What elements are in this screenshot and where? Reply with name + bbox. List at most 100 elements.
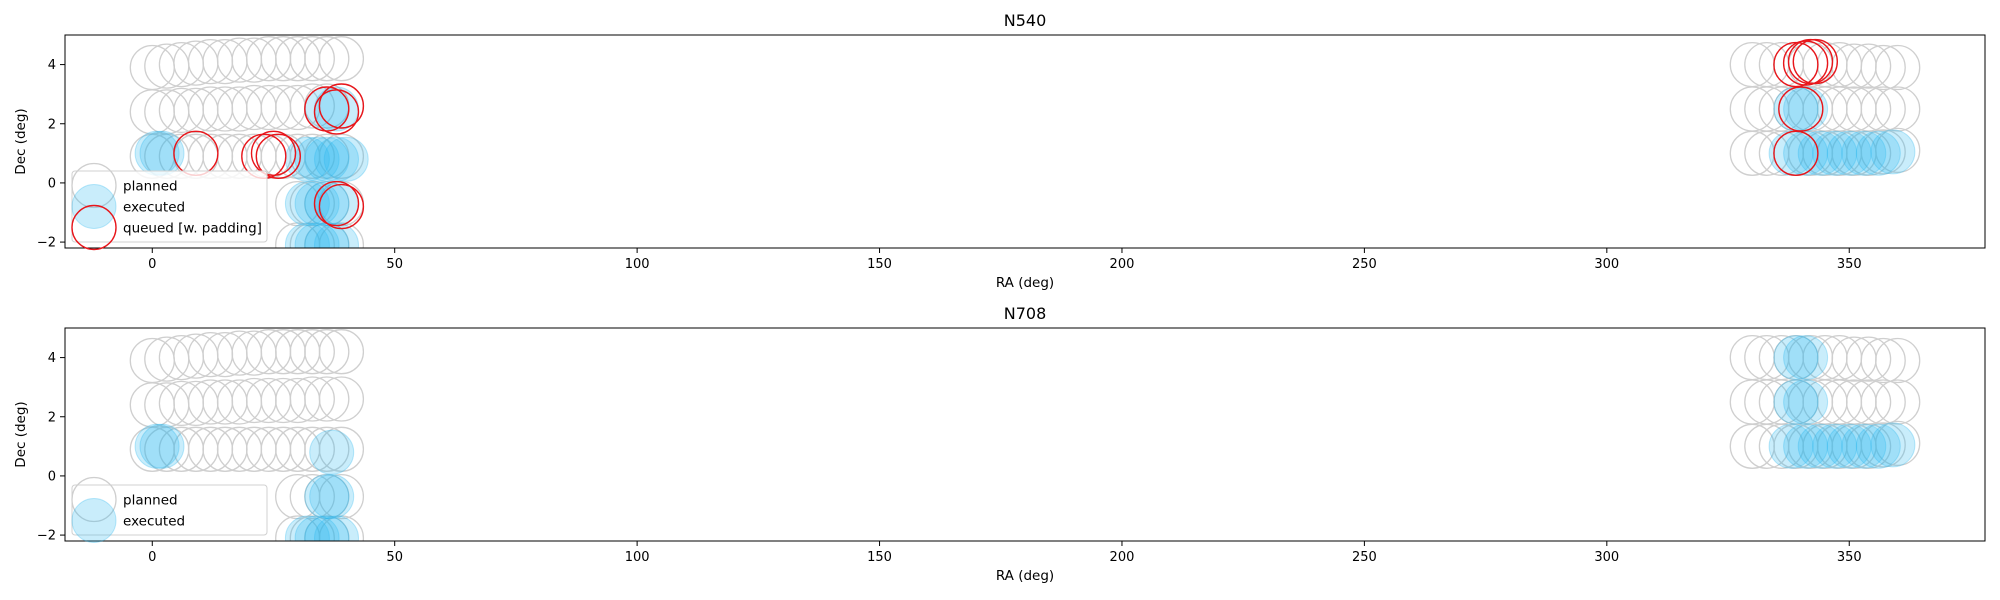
data-point bbox=[1797, 130, 1843, 176]
data-point bbox=[1773, 335, 1819, 381]
data-point bbox=[318, 426, 365, 472]
data-point bbox=[1841, 423, 1887, 469]
legend-label: executed bbox=[123, 514, 185, 530]
legend-marker bbox=[71, 184, 117, 229]
data-point bbox=[260, 329, 306, 375]
x-tick-label: 50 bbox=[386, 550, 403, 565]
data-point bbox=[1778, 86, 1824, 132]
data-point bbox=[1729, 334, 1775, 381]
x-tick-label: 200 bbox=[1110, 550, 1135, 565]
chart-panel-2: N708 0 50 100 150 200 250 300 350 −2 0 2 4 RA (deg) De… bbox=[13, 304, 1986, 584]
plot-frame bbox=[64, 34, 1986, 249]
data-point bbox=[216, 426, 263, 472]
chart-panel-1: N540 0 50 100 150 200 250 300 350 −2 0 2 4 RA (deg) De… bbox=[13, 11, 1986, 291]
data-point bbox=[139, 130, 185, 176]
data-point bbox=[1845, 86, 1892, 132]
legend-box bbox=[71, 170, 268, 243]
data-point bbox=[289, 36, 335, 82]
data-point bbox=[1870, 422, 1916, 468]
x-tick-label: 150 bbox=[867, 550, 892, 565]
data-point bbox=[1845, 423, 1892, 469]
data-point bbox=[1783, 130, 1829, 176]
data-point bbox=[304, 36, 350, 82]
legend-marker bbox=[71, 204, 117, 251]
legend-marker bbox=[71, 162, 117, 209]
data-point bbox=[318, 473, 365, 520]
x-tick-label: 300 bbox=[1594, 550, 1619, 565]
data-point bbox=[245, 426, 292, 472]
data-point bbox=[318, 515, 365, 541]
data-point bbox=[1782, 40, 1829, 86]
data-point bbox=[318, 183, 365, 230]
y-tick-label: 2 bbox=[48, 117, 56, 132]
data-point bbox=[1875, 379, 1921, 425]
series-hollow-gray bbox=[129, 329, 1921, 541]
data-point bbox=[304, 136, 350, 182]
data-point bbox=[294, 181, 340, 227]
data-point bbox=[1845, 130, 1892, 176]
data-point bbox=[1783, 423, 1829, 469]
data-point bbox=[314, 515, 359, 541]
data-point bbox=[289, 426, 335, 472]
data-point bbox=[1855, 423, 1901, 469]
data-point bbox=[1729, 423, 1775, 469]
series-filled-blue bbox=[134, 86, 1916, 248]
data-point bbox=[318, 83, 365, 129]
y-tick-label: 0 bbox=[48, 176, 56, 191]
x-tick-label: 50 bbox=[386, 257, 403, 272]
data-point bbox=[1845, 379, 1892, 425]
data-point bbox=[289, 376, 335, 422]
data-point bbox=[275, 329, 321, 375]
data-point bbox=[304, 329, 350, 375]
data-point bbox=[304, 474, 350, 520]
data-point bbox=[1812, 423, 1858, 469]
data-point bbox=[1860, 44, 1906, 91]
data-point bbox=[304, 180, 350, 227]
data-point bbox=[304, 473, 350, 520]
data-point bbox=[1826, 130, 1872, 176]
x-tick-label: 350 bbox=[1837, 550, 1862, 565]
data-point bbox=[1729, 379, 1775, 425]
data-point bbox=[1792, 38, 1839, 85]
legend-label: planned bbox=[123, 179, 178, 195]
data-point bbox=[1729, 86, 1775, 132]
data-point bbox=[294, 222, 340, 248]
data-point bbox=[139, 423, 185, 469]
data-point bbox=[304, 515, 350, 541]
data-point bbox=[1783, 379, 1829, 425]
legend: planned executed bbox=[71, 476, 268, 543]
data-point bbox=[187, 426, 234, 472]
data-point bbox=[284, 515, 330, 541]
legend: planned executed queued [w. padding] bbox=[71, 162, 268, 251]
data-point bbox=[309, 429, 355, 475]
data-point bbox=[1831, 379, 1877, 425]
data-point bbox=[289, 329, 335, 375]
data-point bbox=[304, 376, 350, 422]
data-point bbox=[1773, 379, 1819, 425]
data-point bbox=[289, 83, 335, 129]
data-point bbox=[1860, 422, 1906, 468]
y-tick-label: 0 bbox=[48, 469, 56, 484]
data-point bbox=[1875, 420, 1921, 467]
data-point bbox=[1773, 130, 1819, 177]
data-point bbox=[304, 133, 350, 179]
y-tick-label: −2 bbox=[37, 236, 56, 251]
data-point bbox=[231, 426, 277, 472]
data-point bbox=[1831, 86, 1877, 132]
data-point bbox=[289, 133, 335, 179]
x-tick-label: 100 bbox=[625, 550, 650, 565]
data-point bbox=[304, 515, 350, 541]
x-tick-label: 200 bbox=[1110, 257, 1135, 272]
data-point bbox=[323, 136, 369, 182]
data-point bbox=[1875, 337, 1921, 384]
x-tick-label: 250 bbox=[1352, 550, 1377, 565]
series-filled-blue bbox=[134, 335, 1916, 541]
data-point bbox=[313, 89, 360, 135]
data-point bbox=[314, 86, 359, 132]
data-point bbox=[318, 376, 365, 422]
data-point bbox=[1768, 423, 1814, 469]
data-point bbox=[260, 426, 306, 472]
x-tick-label: 350 bbox=[1837, 257, 1862, 272]
y-tick-label: 4 bbox=[48, 58, 56, 73]
